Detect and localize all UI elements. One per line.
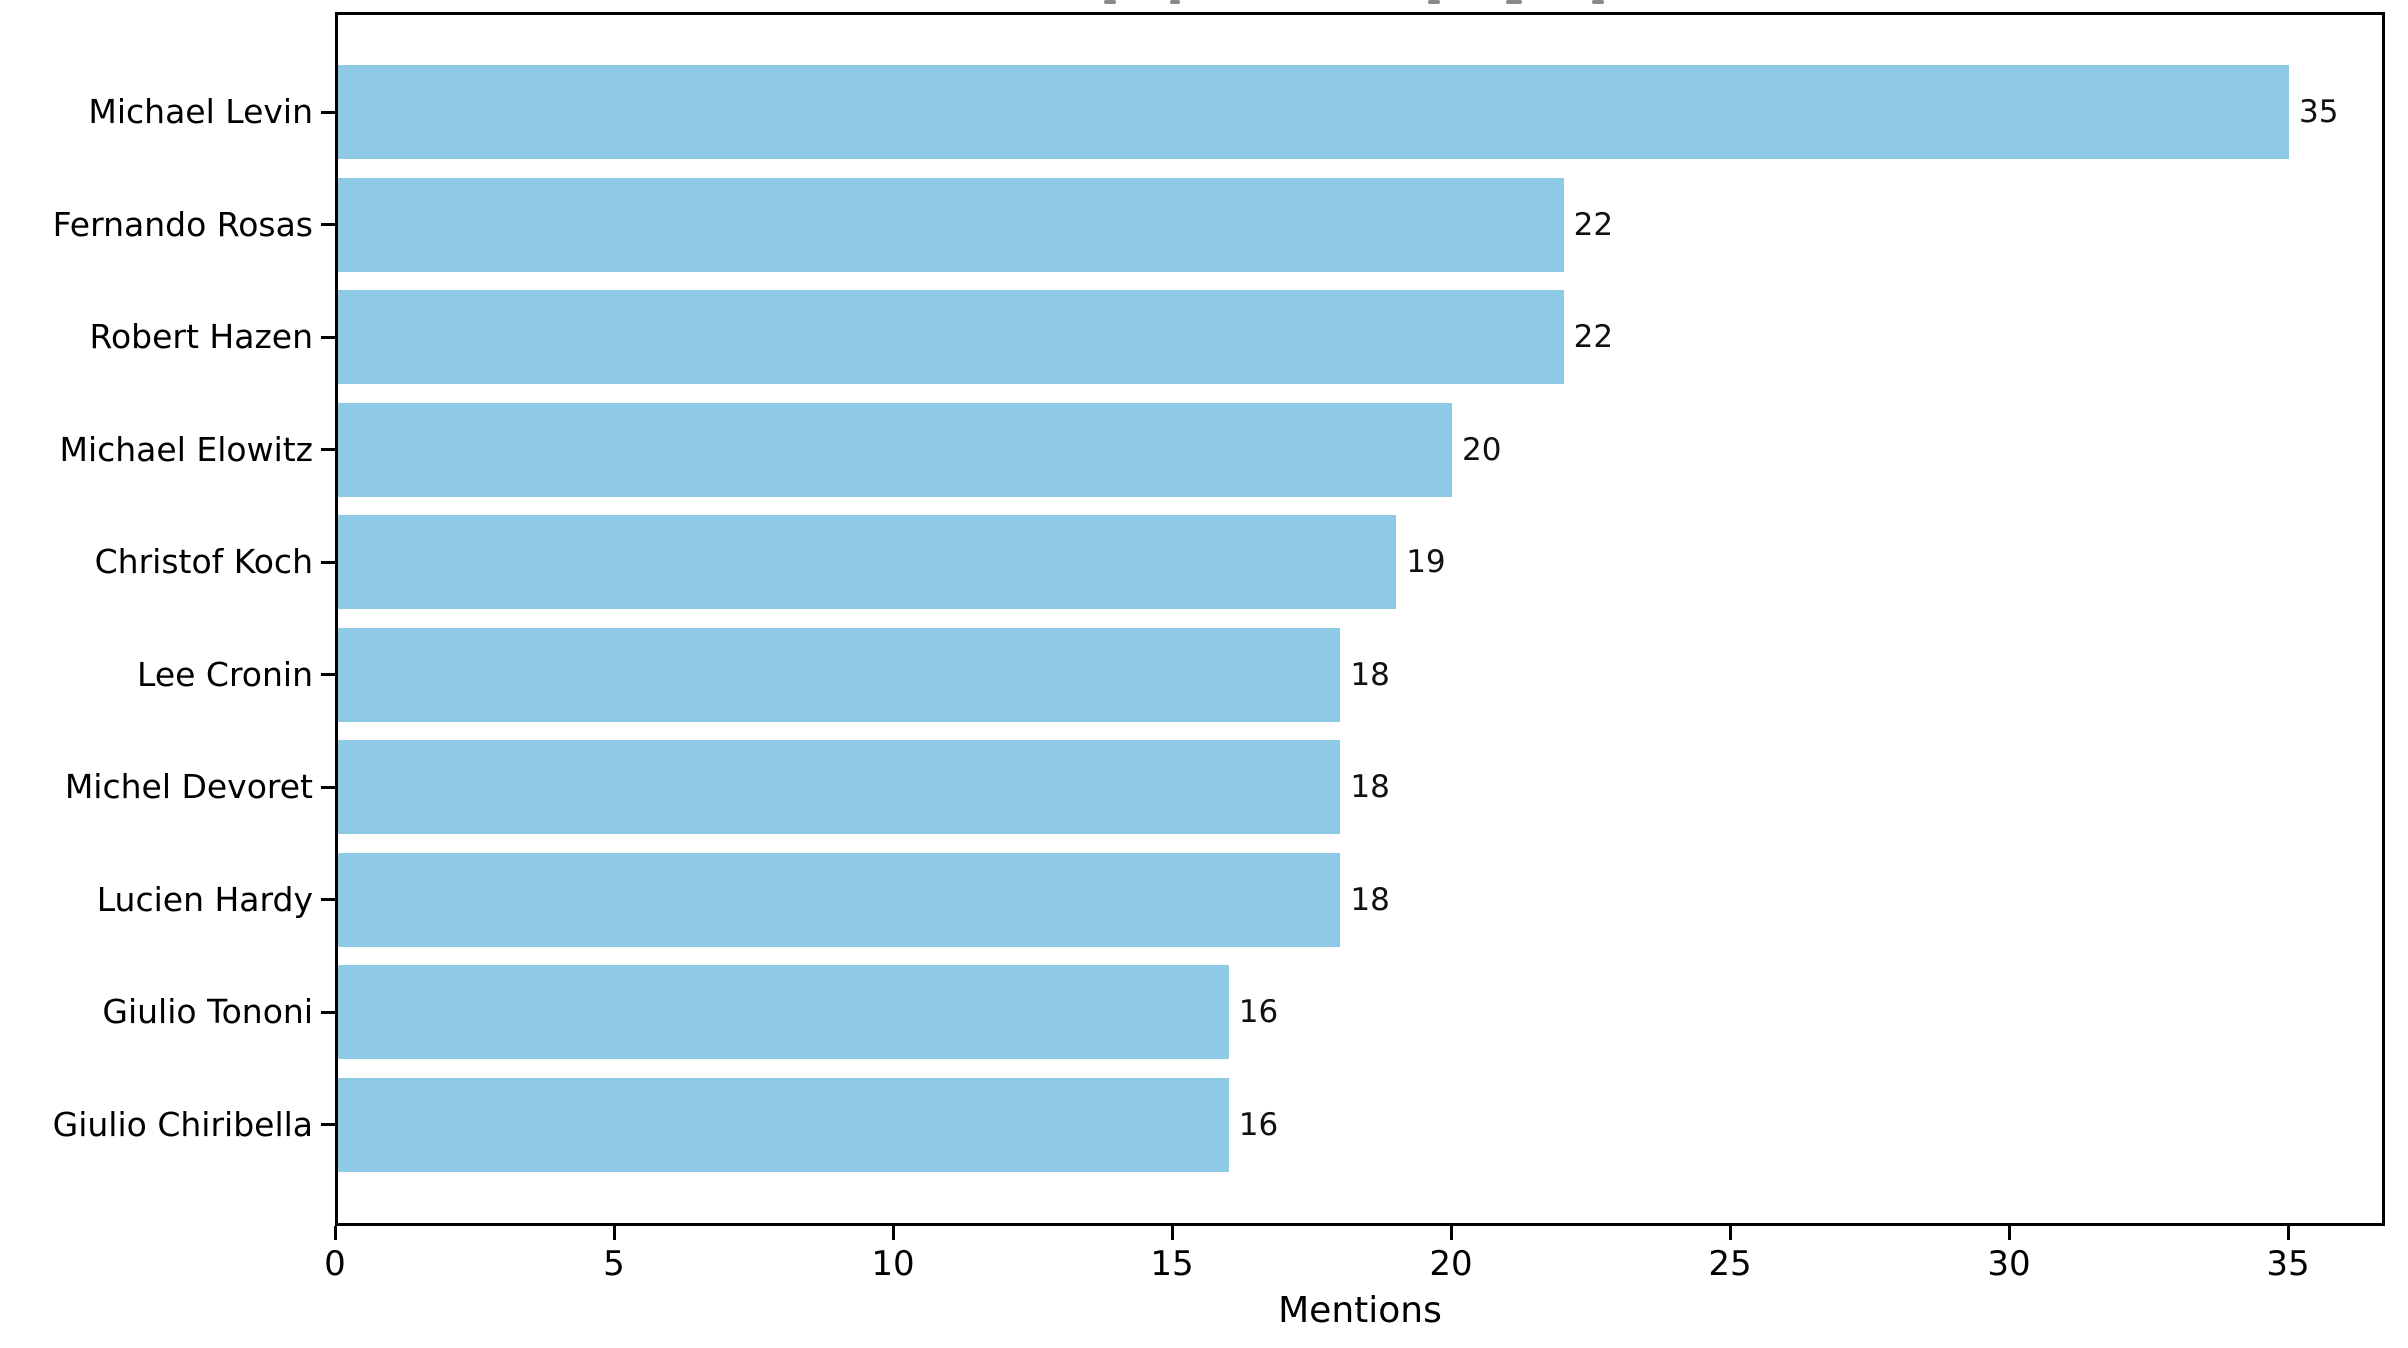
- bar: [336, 290, 1564, 384]
- x-tick-label: 5: [603, 1244, 625, 1284]
- x-tick: [891, 1226, 895, 1240]
- bar-value-label: 22: [1573, 206, 1614, 243]
- x-tick: [2286, 1226, 2290, 1240]
- x-tick: [1728, 1226, 1732, 1240]
- title-fragment: [1170, 0, 1180, 4]
- title-fragment: [1592, 0, 1604, 4]
- title-fragment: [1506, 0, 1522, 4]
- x-tick: [612, 1226, 616, 1240]
- bar: [336, 402, 1452, 497]
- y-tick: [321, 673, 335, 676]
- bar: [336, 852, 1341, 947]
- x-tick-label: 0: [324, 1244, 346, 1284]
- x-tick-label: 20: [1429, 1244, 1473, 1284]
- y-axis-label: Giulio Chiribella: [52, 1104, 313, 1144]
- x-tick: [1170, 1226, 1174, 1240]
- bar-value-label: 16: [1238, 993, 1279, 1030]
- bar: [336, 627, 1341, 722]
- bar-value-label: 35: [2299, 93, 2339, 130]
- y-axis-label: Michael Elowitz: [59, 429, 313, 469]
- bar: [336, 515, 1397, 609]
- x-tick-label: 10: [871, 1244, 915, 1284]
- bar-value-label: 19: [1406, 543, 1446, 580]
- bar: [336, 740, 1341, 834]
- x-tick-label: 35: [2266, 1244, 2310, 1284]
- y-axis-label: Robert Hazen: [89, 316, 313, 356]
- bar: [336, 65, 2289, 159]
- y-axis-label: Michel Devoret: [64, 766, 313, 806]
- x-axis-label: Mentions: [1278, 1290, 1442, 1331]
- y-tick: [321, 1010, 335, 1014]
- bar-value-label: 18: [1350, 768, 1390, 805]
- x-tick: [333, 1226, 337, 1240]
- y-tick: [321, 335, 335, 339]
- y-tick: [321, 223, 335, 226]
- bar-value-label: 22: [1573, 318, 1614, 355]
- y-tick: [321, 898, 335, 901]
- y-tick: [321, 785, 335, 789]
- x-tick-label: 30: [1987, 1244, 2031, 1284]
- y-axis-label: Lucien Hardy: [96, 879, 313, 919]
- y-axis-label: Fernando Rosas: [52, 204, 313, 244]
- x-tick: [1449, 1226, 1453, 1240]
- x-tick: [2007, 1226, 2011, 1240]
- y-axis-label: Lee Cronin: [137, 654, 313, 694]
- plot-border: [335, 12, 2385, 1226]
- bar: [336, 177, 1564, 272]
- y-axis-label: Giulio Tononi: [102, 991, 313, 1031]
- bar-value-label: 16: [1238, 1106, 1279, 1143]
- bar: [336, 965, 1229, 1059]
- y-tick: [321, 1123, 335, 1126]
- bar-value-label: 20: [1462, 431, 1502, 468]
- x-tick-label: 15: [1150, 1244, 1194, 1284]
- title-fragment: [1428, 0, 1440, 4]
- y-tick: [321, 560, 335, 564]
- y-tick: [321, 110, 335, 114]
- bar-value-label: 18: [1350, 656, 1390, 693]
- y-axis-label: Christof Koch: [94, 541, 313, 581]
- bar: [336, 1077, 1229, 1172]
- bar-value-label: 18: [1350, 881, 1390, 918]
- y-axis-label: Michael Levin: [88, 91, 313, 131]
- title-fragment: [1104, 0, 1116, 4]
- x-tick-label: 25: [1708, 1244, 1752, 1284]
- y-tick: [321, 448, 335, 451]
